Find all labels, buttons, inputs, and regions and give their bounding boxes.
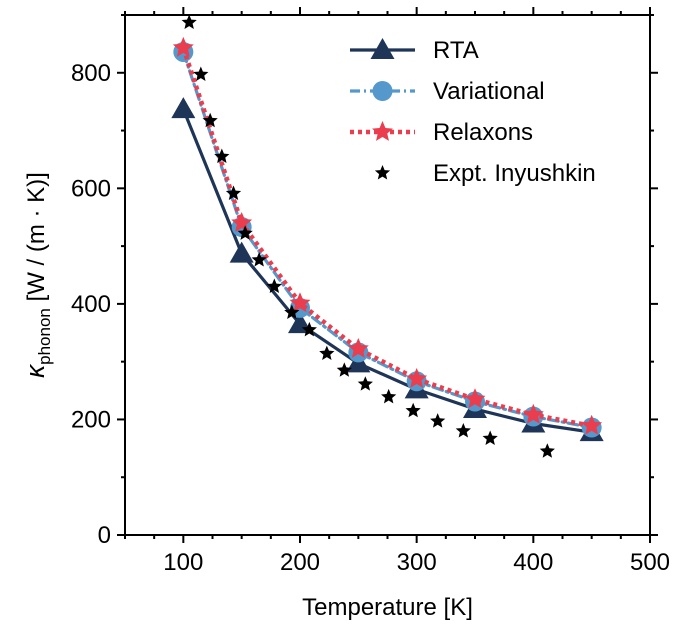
series-line [181,50,594,430]
y-tick-label: 200 [71,406,111,433]
data-point [381,388,397,404]
x-tick-label: 500 [630,549,670,576]
data-point [406,368,428,388]
x-axis-label: Temperature [K] [302,594,473,621]
y-axis-label-symbol: κ [20,363,50,378]
y-axis-label: κphonon [W / (m · K)] [20,172,54,378]
data-point [539,443,555,458]
series-relaxons [172,36,603,435]
legend-item: Variational [350,78,545,105]
series-line [181,107,594,434]
series-expt-inyushkin [181,14,555,458]
data-point [171,97,196,119]
data-point [181,14,197,29]
data-point [202,112,218,128]
legend-marker [374,165,391,180]
y-tick-label: 600 [71,175,111,202]
legend-label: Expt. Inyushkin [433,160,596,187]
y-tick-label: 0 [98,522,111,549]
data-point [464,388,486,409]
data-point [289,292,311,313]
data-point [229,241,254,263]
data-point [357,376,373,391]
x-tick-label: 100 [163,549,203,576]
data-point [237,225,253,240]
data-point [231,212,253,232]
legend-label: Variational [433,78,545,105]
data-point [455,423,471,438]
data-point [405,402,421,418]
series-rta [171,97,604,442]
data-point [581,414,603,435]
legend-marker [372,81,393,101]
data-point [482,430,498,445]
x-tick-label: 300 [397,549,437,576]
data-point [172,36,194,57]
series-line [181,47,593,429]
y-axis-label-subscript: phonon [35,308,54,365]
data-point [522,403,544,424]
y-axis-label-unit: [W / (m · K)] [23,172,50,308]
data-point [284,304,300,320]
data-point [214,148,230,164]
data-point [347,337,369,358]
legend-marker [372,121,393,141]
legend-item: RTA [350,37,479,64]
x-tick-label: 400 [513,549,553,576]
data-point [251,251,267,267]
legend-label: RTA [433,37,479,64]
data-point [266,278,282,294]
data-point [225,185,242,201]
data-point [319,345,335,361]
legend-item: Relaxons [350,119,533,146]
y-tick-label: 400 [71,291,111,318]
y-tick-label: 800 [71,60,111,87]
legend-item: Expt. Inyushkin [374,160,596,187]
data-point [301,321,317,337]
plot-area [171,14,604,458]
legend-marker [370,38,395,59]
data-point [430,413,446,428]
legend: RTA Variational Relaxons Expt. Inyushkin [350,37,596,187]
data-point [336,362,352,377]
data-point [193,66,209,81]
axes: 100 200 300 400 500 0 200 400 600 800 [71,7,670,576]
legend-label: Relaxons [433,119,533,146]
x-tick-label: 200 [280,549,320,576]
